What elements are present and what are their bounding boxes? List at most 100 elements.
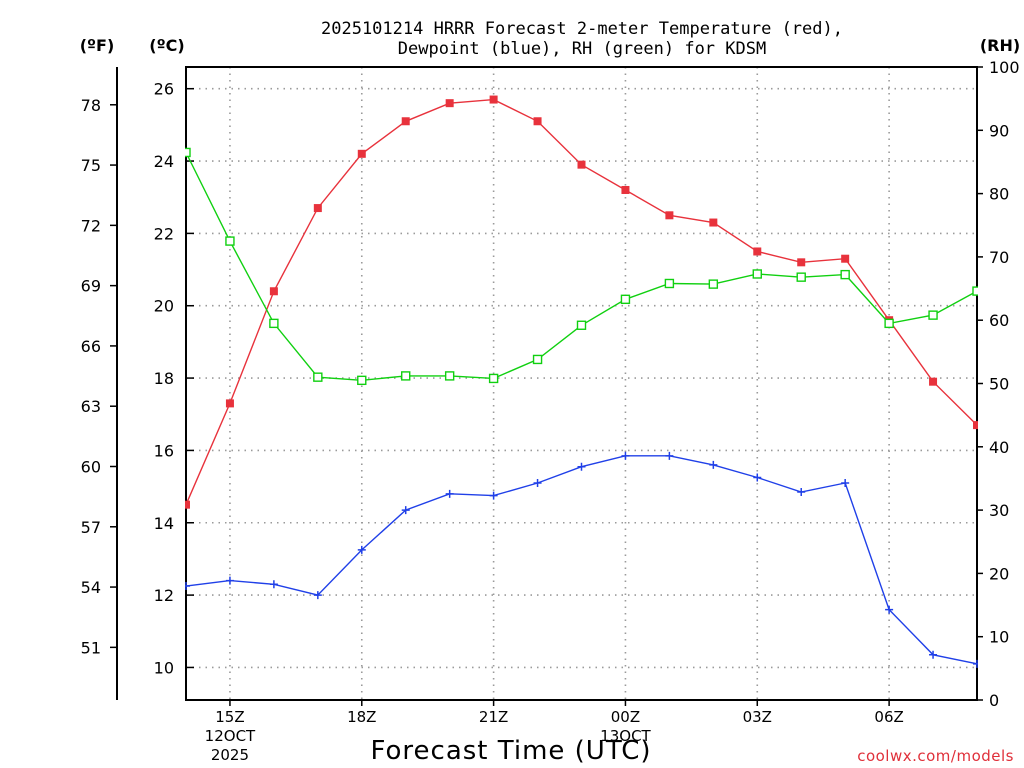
fahrenheit-axis-label: (ºF) bbox=[80, 36, 115, 55]
x-tick-label: 03Z bbox=[743, 708, 772, 726]
celsius-tick-label: 26 bbox=[154, 80, 174, 99]
x-tick-label: 06Z bbox=[874, 708, 903, 726]
temperature-point bbox=[313, 204, 322, 213]
temperature-point bbox=[269, 287, 278, 296]
rh-point bbox=[752, 269, 762, 279]
dewpoint-point bbox=[665, 451, 674, 460]
temperature-point bbox=[929, 377, 938, 386]
gridlines bbox=[186, 67, 977, 700]
rh-point bbox=[269, 318, 279, 329]
dewpoint-point bbox=[445, 489, 454, 498]
fahrenheit-tick-label: 51 bbox=[81, 638, 101, 657]
dewpoint-line bbox=[185, 455, 978, 665]
rh-tick-label: 10 bbox=[989, 628, 1009, 647]
rh-point bbox=[840, 269, 850, 280]
celsius-tick-label: 14 bbox=[154, 514, 174, 533]
rh-point bbox=[576, 320, 587, 330]
temperature-point bbox=[533, 117, 542, 126]
dewpoint-point bbox=[797, 488, 806, 497]
rh-point bbox=[401, 371, 411, 381]
rh-point bbox=[972, 286, 978, 296]
temperature-point bbox=[225, 399, 234, 408]
dewpoint-point bbox=[885, 605, 894, 614]
temperature-point bbox=[577, 160, 586, 169]
x-tick-label: 21Z bbox=[479, 708, 508, 726]
dewpoint-point bbox=[929, 650, 938, 659]
rh-point bbox=[444, 371, 455, 381]
rh-tick-label: 80 bbox=[989, 185, 1009, 204]
rh-tick-label: 50 bbox=[989, 375, 1009, 394]
rh-point bbox=[708, 279, 719, 289]
series-group bbox=[185, 95, 978, 668]
x-tick-label: 15Z bbox=[215, 708, 244, 726]
dewpoint-point bbox=[753, 473, 762, 482]
dewpoint-point bbox=[313, 591, 322, 600]
celsius-tick-label: 22 bbox=[154, 224, 174, 243]
rh-line bbox=[185, 152, 978, 382]
fahrenheit-tick-label: 54 bbox=[81, 578, 101, 597]
rh-point bbox=[225, 236, 235, 246]
temperature-point bbox=[401, 117, 410, 126]
rh-axis-label: (RH) bbox=[980, 36, 1020, 55]
x-tick-label: 13OCT bbox=[600, 727, 651, 745]
rh-point bbox=[185, 147, 191, 158]
temperature-point bbox=[841, 254, 850, 263]
temperature-point bbox=[489, 95, 498, 104]
rh-point bbox=[664, 278, 675, 289]
credit-text: coolwx.com/models bbox=[857, 747, 1014, 765]
celsius-tick-label: 24 bbox=[154, 152, 174, 171]
dewpoint-point bbox=[577, 462, 586, 471]
dewpoint-point bbox=[841, 478, 850, 487]
data-series bbox=[185, 95, 978, 668]
temperature-point bbox=[709, 218, 718, 227]
rh-tick-label: 70 bbox=[989, 248, 1009, 267]
rh-tick-label: 60 bbox=[989, 311, 1009, 330]
dewpoint-point bbox=[357, 545, 366, 554]
celsius-tick-label: 20 bbox=[154, 297, 174, 316]
rh-point bbox=[313, 372, 323, 382]
celsius-tick-label: 16 bbox=[154, 441, 174, 460]
rh-point bbox=[532, 354, 543, 365]
fahrenheit-tick-label: 57 bbox=[81, 518, 101, 537]
fahrenheit-tick-label: 60 bbox=[81, 457, 101, 476]
fahrenheit-tick-label: 78 bbox=[81, 96, 101, 115]
temperature-point bbox=[753, 247, 762, 256]
temperature-point bbox=[357, 149, 366, 158]
rh-tick-label: 0 bbox=[989, 691, 999, 710]
x-tick-label: 12OCT bbox=[205, 727, 256, 745]
fahrenheit-tick-label: 63 bbox=[81, 397, 101, 416]
temperature-point bbox=[973, 421, 978, 430]
rh-tick-label: 40 bbox=[989, 438, 1009, 457]
rh-point bbox=[488, 373, 499, 384]
temperature-line bbox=[185, 98, 978, 505]
dewpoint-point bbox=[533, 478, 542, 487]
celsius-tick-label: 10 bbox=[154, 658, 174, 677]
dewpoint-point bbox=[225, 576, 234, 585]
dewpoint-point bbox=[709, 460, 718, 469]
dewpoint-point bbox=[489, 491, 498, 500]
rh-tick-label: 20 bbox=[989, 564, 1009, 583]
dewpoint-point bbox=[185, 582, 190, 591]
celsius-axis-label: (ºC) bbox=[149, 36, 184, 55]
dewpoint-point bbox=[621, 451, 630, 460]
rh-point bbox=[357, 375, 367, 386]
fahrenheit-tick-label: 72 bbox=[81, 216, 101, 235]
rh-tick-label: 90 bbox=[989, 121, 1009, 140]
dewpoint-point bbox=[401, 506, 410, 515]
rh-tick-label: 100 bbox=[989, 58, 1020, 77]
rh-point bbox=[884, 318, 894, 329]
fahrenheit-tick-label: 75 bbox=[81, 156, 101, 175]
dewpoint-point bbox=[973, 659, 978, 668]
temperature-point bbox=[185, 500, 190, 509]
fahrenheit-tick-label: 66 bbox=[81, 337, 101, 356]
x-tick-label: 00Z bbox=[611, 708, 640, 726]
x-axis-title: Forecast Time (UTC) bbox=[370, 736, 651, 766]
temperature-point bbox=[445, 99, 454, 108]
temperature-point bbox=[621, 185, 630, 194]
temperature-point bbox=[797, 258, 806, 267]
rh-point bbox=[928, 310, 938, 320]
temperature-point bbox=[665, 211, 674, 220]
rh-point bbox=[796, 272, 806, 282]
x-tick-label: 2025 bbox=[211, 746, 249, 764]
celsius-tick-label: 18 bbox=[154, 369, 174, 388]
